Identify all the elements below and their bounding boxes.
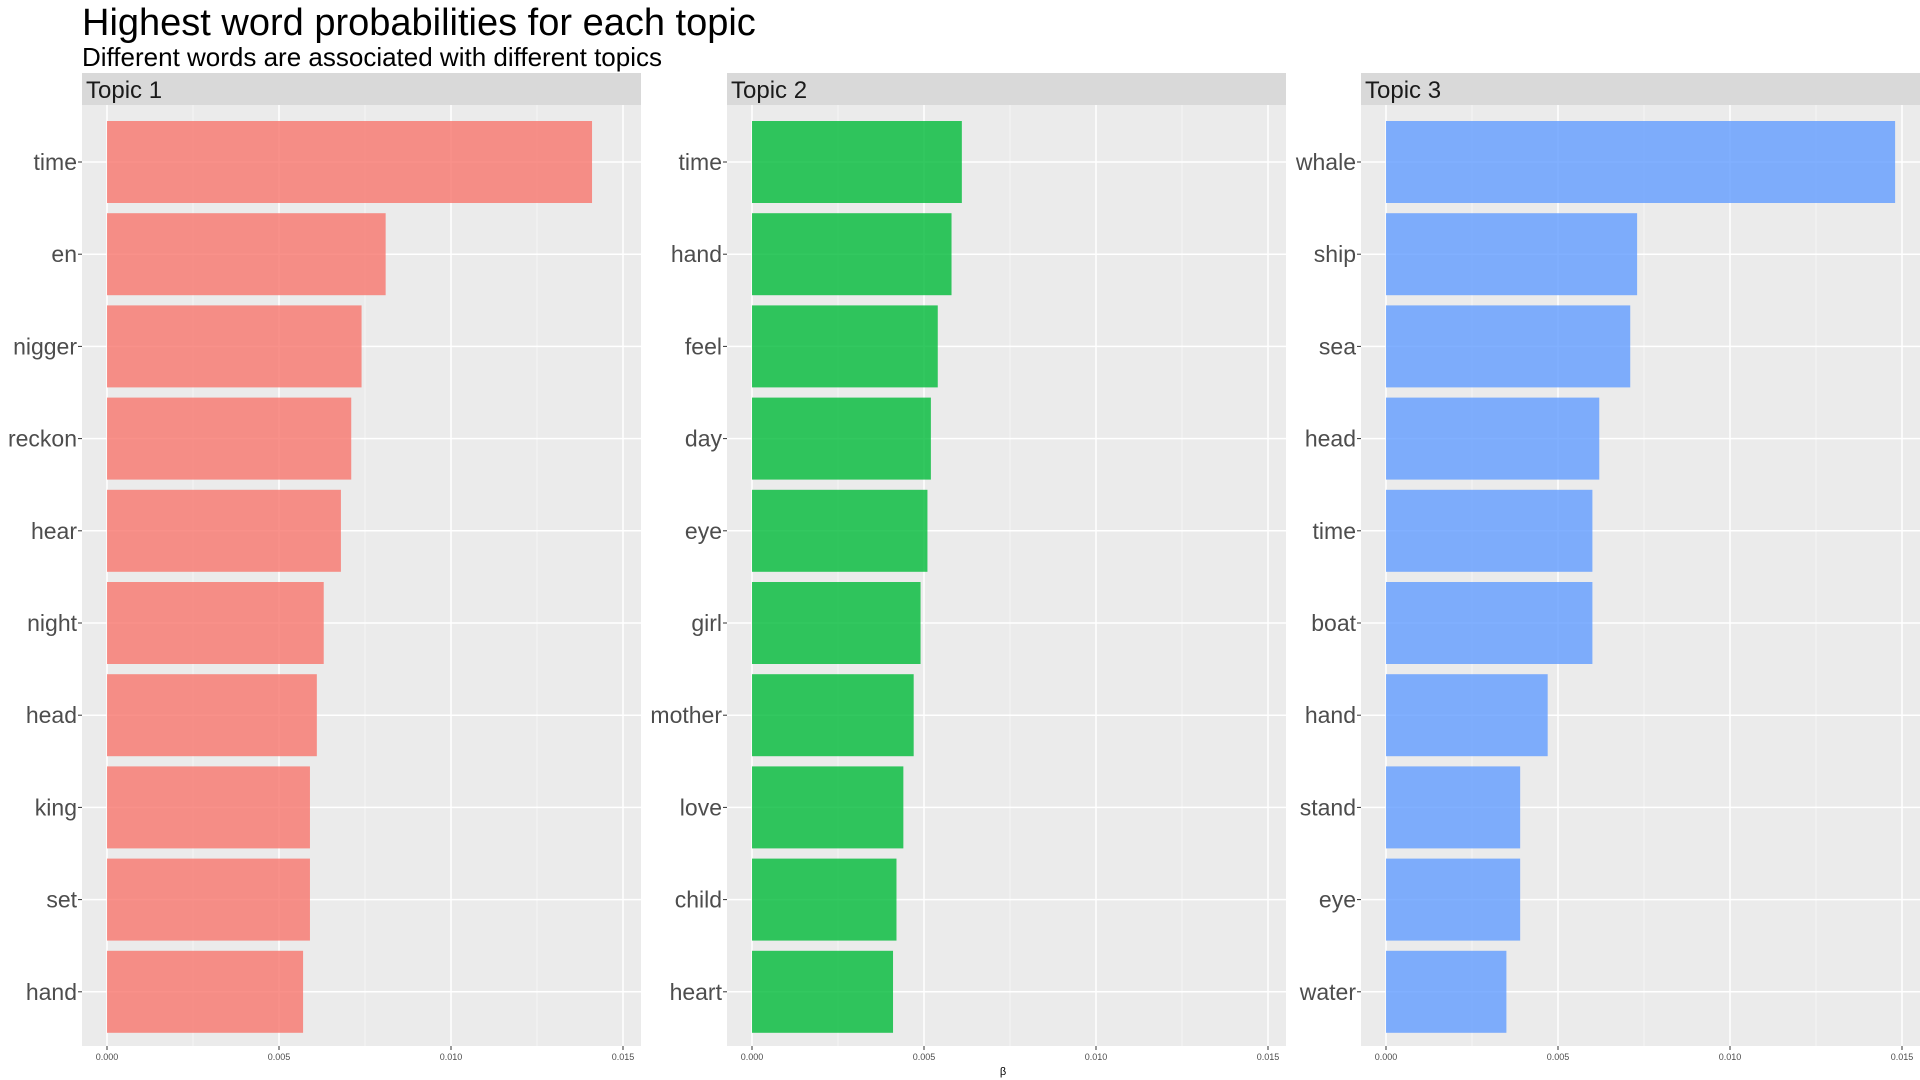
y-tick-label: night: [27, 610, 77, 636]
facet-strip-label: Topic 3: [1365, 77, 1441, 104]
y-tick-label: stand: [1300, 794, 1356, 820]
x-tick-label: 0.010: [1085, 1052, 1108, 1062]
bar: [1386, 582, 1593, 664]
bar: [107, 674, 317, 757]
bar: [107, 397, 352, 480]
y-tick-label: time: [1313, 518, 1356, 544]
y-tick-label: water: [1299, 979, 1357, 1005]
y-tick-label: reckon: [8, 426, 77, 452]
y-tick-label: time: [679, 149, 722, 175]
x-tick-label: 0.005: [913, 1052, 936, 1062]
facet-strip-label: Topic 1: [86, 77, 162, 104]
facet-strip-label: Topic 2: [731, 77, 807, 104]
facet-strip: [727, 73, 1286, 105]
bar: [107, 858, 310, 941]
y-tick-label: head: [1305, 426, 1356, 452]
bar: [1386, 213, 1638, 296]
chart-subtitle: Different words are associated with diff…: [82, 42, 662, 72]
bar: [107, 582, 324, 664]
y-tick-label: time: [34, 149, 77, 175]
bar: [752, 213, 952, 296]
y-tick-label: mother: [650, 702, 722, 728]
bar: [752, 582, 921, 664]
bar: [752, 397, 931, 480]
x-tick-label: 0.000: [96, 1052, 119, 1062]
y-tick-label: sea: [1319, 333, 1356, 359]
y-tick-label: girl: [691, 610, 722, 636]
panel-2: Topic 2 time hand feel day eye girl mother love c…: [650, 73, 1286, 1062]
y-tick-label: nigger: [13, 333, 77, 359]
y-tick-label: feel: [685, 333, 722, 359]
bar: [1386, 674, 1548, 757]
x-tick-label: 0.015: [612, 1052, 635, 1062]
x-tick-label: 0.010: [1719, 1052, 1742, 1062]
bar: [107, 213, 386, 296]
chart-title: Highest word probabilities for each topi…: [82, 2, 756, 44]
facet-strip: [82, 73, 641, 105]
bar: [752, 858, 897, 941]
x-tick-label: 0.005: [1547, 1052, 1570, 1062]
y-tick-label: boat: [1311, 610, 1356, 636]
bar: [752, 121, 962, 203]
bar: [1386, 397, 1600, 480]
bar: [1386, 950, 1507, 1033]
y-tick-label: ship: [1314, 241, 1356, 267]
bar: [107, 121, 593, 203]
bar: [752, 766, 904, 849]
bar: [1386, 489, 1593, 572]
y-tick-label: hear: [31, 518, 77, 544]
y-tick-label: head: [26, 702, 77, 728]
x-tick-label: 0.015: [1257, 1052, 1280, 1062]
y-tick-label: day: [685, 426, 723, 452]
bar: [1386, 766, 1521, 849]
x-axis-label: β: [1000, 1066, 1006, 1078]
x-tick-label: 0.000: [1375, 1052, 1398, 1062]
y-tick-label: hand: [1305, 702, 1356, 728]
x-tick-label: 0.000: [741, 1052, 764, 1062]
bar: [107, 489, 341, 572]
panel-3: Topic 3 whale ship sea head time boat hand stand…: [1295, 73, 1920, 1062]
bar: [107, 766, 310, 849]
bar: [107, 950, 304, 1033]
y-tick-label: whale: [1295, 149, 1356, 175]
facet-strip: [1361, 73, 1920, 105]
panel-1: Topic 1 time en nigger reckon hear night head ki…: [8, 73, 641, 1062]
x-tick-label: 0.005: [268, 1052, 291, 1062]
bar: [752, 305, 938, 388]
y-tick-label: eye: [685, 518, 722, 544]
bar: [1386, 305, 1631, 388]
y-tick-label: en: [51, 241, 77, 267]
bar: [107, 305, 362, 388]
y-tick-label: king: [35, 794, 77, 820]
y-tick-label: set: [46, 887, 77, 913]
x-tick-label: 0.015: [1891, 1052, 1914, 1062]
y-tick-label: eye: [1319, 887, 1356, 913]
y-tick-label: hand: [26, 979, 77, 1005]
bar: [1386, 858, 1521, 941]
y-tick-label: heart: [670, 979, 723, 1005]
bar: [752, 674, 914, 757]
bar: [752, 950, 894, 1033]
bar: [752, 489, 928, 572]
y-tick-label: love: [680, 794, 722, 820]
bar: [1386, 121, 1896, 203]
y-tick-label: hand: [671, 241, 722, 267]
y-tick-label: child: [675, 887, 722, 913]
x-tick-label: 0.010: [440, 1052, 463, 1062]
